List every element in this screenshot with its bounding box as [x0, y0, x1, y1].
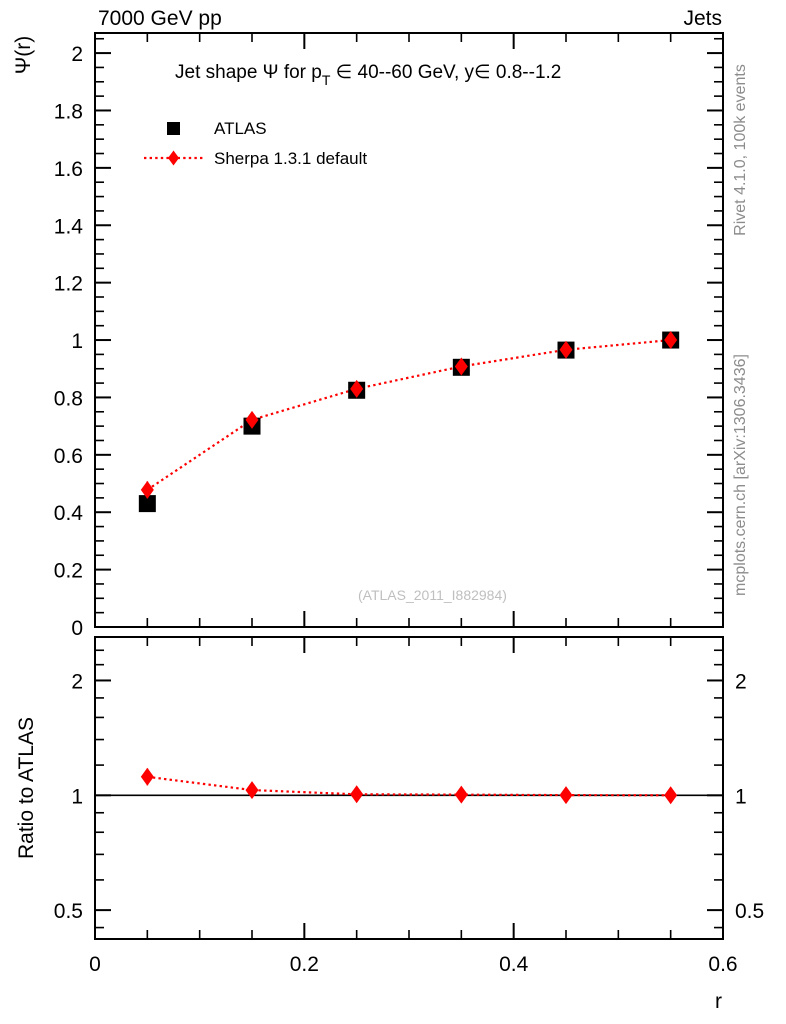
header-left-label: 7000 GeV pp [98, 7, 222, 30]
plot-title: Jet shape Ψ for pT ∈ 40--60 GeV, y∈ 0.8-… [175, 62, 561, 88]
legend-label-atlas: ATLAS [214, 119, 267, 138]
main-panel-data [138, 331, 680, 513]
legend-marker-atlas [167, 122, 180, 135]
header-right-label: Jets [683, 7, 722, 30]
main-y-tick-label: 1.2 [54, 273, 83, 296]
atlas-data-point [138, 495, 156, 513]
ratio-sherpa-line [147, 775, 671, 797]
ratio-data-point [140, 767, 154, 786]
ratio-panel-frame [94, 636, 724, 940]
ratio-panel-tick-labels: 0.5 0.5 1 1 2 2 [54, 670, 764, 923]
ratio-data-point [245, 781, 259, 800]
ratio-y-tick-label-right: 0.5 [735, 900, 764, 923]
ratio-y-tick-label-right: 2 [735, 670, 747, 693]
ratio-y-tick-label: 0.5 [54, 900, 83, 923]
legend-label-sherpa: Sherpa 1.3.1 default [214, 149, 367, 168]
side-note-top: Rivet 4.1.0, 100k events [732, 64, 749, 236]
plot-title-rest: ∈ 40--60 GeV, y∈ 0.8--1.2 [330, 62, 561, 83]
main-y-tick-label: 1 [71, 330, 83, 353]
legend-marker-sherpa [168, 150, 179, 166]
x-tick-label: 0.6 [708, 953, 737, 976]
main-y-tick-label: 1.4 [54, 215, 84, 238]
main-y-tick-label: 0.2 [54, 560, 83, 583]
ratio-data-point [454, 785, 468, 804]
plot-title-subscript: T [322, 72, 331, 88]
ratio-y-tick-label: 2 [71, 670, 83, 693]
main-y-tick-label: 1.8 [54, 100, 83, 123]
watermark-label: (ATLAS_2011_I882984) [358, 587, 507, 603]
ratio-y-tick-label: 1 [71, 785, 83, 808]
sherpa-data-point [559, 340, 573, 359]
main-y-tick-label: 0 [71, 617, 83, 640]
x-tick-label: 0 [89, 953, 101, 976]
main-y-axis-label: Ψ(r) [12, 36, 35, 75]
main-panel-tick-labels: 0 0.2 0.4 0.6 0.8 1 1.2 1.4 1.6 1.8 2 [54, 43, 84, 640]
main-y-tick-label: 0.4 [54, 502, 84, 525]
main-panel-frame [94, 32, 724, 628]
x-axis-tick-labels: 0 0.2 0.4 0.6 [89, 953, 737, 976]
sherpa-data-point [245, 410, 259, 429]
sherpa-data-point [350, 379, 364, 398]
main-y-tick-label: 0.8 [54, 387, 83, 410]
main-panel-ticks [94, 33, 724, 628]
sherpa-line [146, 338, 671, 491]
x-tick-label: 0.2 [290, 953, 319, 976]
ratio-data-point [664, 786, 678, 805]
ratio-y-axis-label: Ratio to ATLAS [15, 717, 38, 859]
plot-title-main: Jet shape Ψ for p [175, 62, 322, 83]
ratio-data-point [559, 786, 573, 805]
sherpa-data-point [140, 480, 154, 499]
x-axis-label: r [715, 990, 722, 1013]
sherpa-data-point [664, 331, 678, 350]
ratio-panel-data [95, 767, 723, 805]
sherpa-data-point [454, 357, 468, 376]
side-note-bottom: mcplots.cern.ch [arXiv:1306.3436] [732, 354, 749, 596]
ratio-data-point [350, 785, 364, 804]
main-y-tick-label: 2 [71, 43, 83, 66]
main-y-tick-label: 0.6 [54, 445, 83, 468]
ratio-panel-ticks [94, 637, 724, 939]
main-y-tick-label: 1.6 [54, 158, 83, 181]
legend: ATLAS Sherpa 1.3.1 default [144, 119, 367, 168]
ratio-y-tick-label-right: 1 [735, 785, 747, 808]
x-tick-label: 0.4 [499, 953, 529, 976]
